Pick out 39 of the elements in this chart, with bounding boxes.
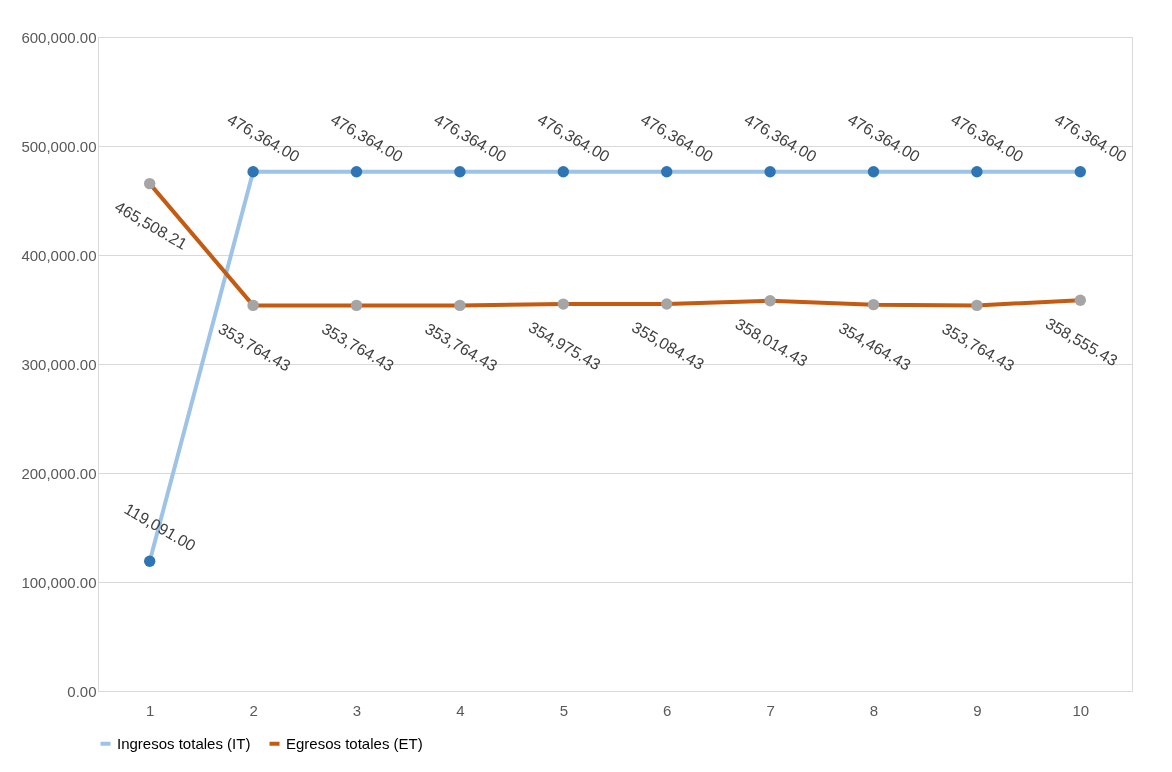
point [661, 298, 673, 310]
x-tick-label: 4 [456, 701, 465, 719]
x-tick-label: 10 [1072, 701, 1090, 719]
x-tick-label: 8 [869, 701, 879, 719]
point [1074, 166, 1086, 178]
y-tick-label: 200,000.00 [21, 464, 97, 482]
y-tick-label: 500,000.00 [21, 137, 97, 155]
point [867, 166, 880, 178]
point [557, 166, 569, 178]
x-tick-label: 9 [973, 701, 982, 719]
point [144, 177, 156, 190]
x-tick-label: 6 [663, 701, 672, 719]
point [867, 298, 880, 311]
point [557, 298, 569, 310]
x-tick-label: 2 [249, 701, 258, 719]
point [764, 166, 776, 178]
y-tick-label: 400,000.00 [21, 246, 97, 264]
y-tick-label: 600,000.00 [21, 28, 97, 46]
x-tick-label: 3 [352, 701, 362, 719]
point [350, 166, 363, 178]
point [971, 299, 983, 312]
point [247, 166, 259, 178]
y-tick-label: 0.00 [67, 682, 97, 700]
point [144, 555, 156, 567]
y-tick-label: 300,000.00 [21, 355, 97, 373]
legend-label: Ingresos totales (IT) [117, 734, 251, 752]
point [764, 295, 776, 307]
point [247, 299, 259, 312]
legend-label: Egresos totales (ET) [286, 734, 423, 752]
point [454, 166, 466, 178]
point [1074, 294, 1086, 306]
x-tick-label: 7 [766, 701, 775, 719]
point [971, 166, 983, 178]
point [350, 299, 363, 312]
point [661, 166, 673, 178]
x-tick-label: 1 [146, 701, 155, 719]
x-tick-label: 5 [559, 701, 568, 719]
point [454, 299, 466, 312]
y-tick-label: 100,000.00 [21, 573, 97, 591]
